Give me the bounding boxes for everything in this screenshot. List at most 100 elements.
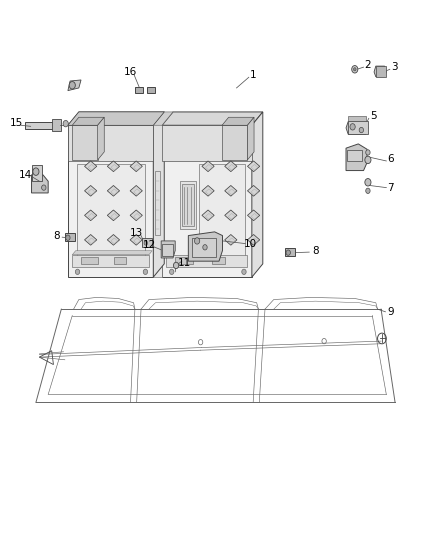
Polygon shape xyxy=(107,185,120,196)
Circle shape xyxy=(350,124,355,130)
Polygon shape xyxy=(188,232,223,261)
Text: 7: 7 xyxy=(387,183,394,192)
Bar xyxy=(81,257,98,264)
Polygon shape xyxy=(98,117,104,160)
Bar xyxy=(175,257,193,264)
Polygon shape xyxy=(161,241,175,258)
Bar xyxy=(212,257,225,264)
Polygon shape xyxy=(130,235,142,245)
Text: 13: 13 xyxy=(130,229,143,238)
Polygon shape xyxy=(222,125,247,160)
Polygon shape xyxy=(225,161,237,172)
Bar xyxy=(77,164,145,256)
Text: 8: 8 xyxy=(53,231,60,240)
Circle shape xyxy=(66,235,70,240)
Bar xyxy=(199,164,245,256)
Polygon shape xyxy=(153,112,173,125)
Polygon shape xyxy=(247,161,260,172)
Polygon shape xyxy=(247,185,260,196)
Text: 11: 11 xyxy=(178,259,191,268)
Polygon shape xyxy=(225,185,237,196)
Bar xyxy=(348,116,366,121)
Circle shape xyxy=(173,262,179,269)
Polygon shape xyxy=(68,112,164,125)
Text: 3: 3 xyxy=(391,62,398,72)
Polygon shape xyxy=(85,185,97,196)
Circle shape xyxy=(366,188,370,193)
Circle shape xyxy=(170,269,174,274)
Text: 16: 16 xyxy=(124,68,137,77)
Circle shape xyxy=(75,269,80,274)
Polygon shape xyxy=(202,161,214,172)
Bar xyxy=(65,233,75,241)
Circle shape xyxy=(69,82,75,89)
Bar xyxy=(142,238,152,247)
Text: 12: 12 xyxy=(143,240,156,250)
Circle shape xyxy=(194,238,200,244)
Polygon shape xyxy=(346,144,367,171)
Polygon shape xyxy=(225,235,237,245)
Bar xyxy=(72,255,149,266)
Polygon shape xyxy=(72,117,104,125)
Circle shape xyxy=(352,66,358,73)
Polygon shape xyxy=(153,112,164,277)
Polygon shape xyxy=(202,235,214,245)
Polygon shape xyxy=(72,251,152,255)
Text: 14: 14 xyxy=(19,170,32,180)
Polygon shape xyxy=(72,125,98,160)
Circle shape xyxy=(353,68,356,71)
Bar xyxy=(180,181,196,229)
Polygon shape xyxy=(68,125,153,277)
Bar xyxy=(114,257,126,264)
Polygon shape xyxy=(374,66,386,77)
Bar xyxy=(166,255,247,266)
Circle shape xyxy=(42,185,46,190)
Polygon shape xyxy=(68,80,81,91)
Bar xyxy=(25,122,60,129)
Circle shape xyxy=(63,120,68,127)
Text: 6: 6 xyxy=(387,154,394,164)
Circle shape xyxy=(365,156,371,164)
Text: 10: 10 xyxy=(244,239,257,248)
Bar xyxy=(285,248,295,256)
Bar xyxy=(182,184,194,226)
Bar xyxy=(155,171,160,235)
Polygon shape xyxy=(225,210,237,221)
Polygon shape xyxy=(85,235,97,245)
Polygon shape xyxy=(346,122,368,134)
Polygon shape xyxy=(153,125,162,277)
Polygon shape xyxy=(162,112,263,125)
Text: 8: 8 xyxy=(312,246,319,255)
Circle shape xyxy=(144,241,148,245)
Polygon shape xyxy=(247,117,254,160)
Circle shape xyxy=(33,168,39,175)
Polygon shape xyxy=(130,161,142,172)
Circle shape xyxy=(365,179,371,186)
Bar xyxy=(192,238,216,257)
Polygon shape xyxy=(107,235,120,245)
Bar xyxy=(52,119,61,131)
Bar xyxy=(348,121,368,134)
Text: 1: 1 xyxy=(250,70,257,79)
Bar xyxy=(376,66,386,77)
Polygon shape xyxy=(68,125,153,161)
Polygon shape xyxy=(162,125,252,161)
Polygon shape xyxy=(222,117,254,125)
Text: 5: 5 xyxy=(370,111,377,120)
Polygon shape xyxy=(202,210,214,221)
Polygon shape xyxy=(202,185,214,196)
Polygon shape xyxy=(247,210,260,221)
Circle shape xyxy=(359,127,364,133)
Bar xyxy=(162,244,173,256)
Circle shape xyxy=(242,269,246,274)
Polygon shape xyxy=(85,161,97,172)
Bar xyxy=(147,87,155,93)
Bar xyxy=(135,87,143,93)
Polygon shape xyxy=(162,125,252,277)
Polygon shape xyxy=(130,185,142,196)
Bar xyxy=(347,150,362,161)
Polygon shape xyxy=(252,112,263,277)
Polygon shape xyxy=(107,161,120,172)
Circle shape xyxy=(286,250,290,255)
Polygon shape xyxy=(85,210,97,221)
